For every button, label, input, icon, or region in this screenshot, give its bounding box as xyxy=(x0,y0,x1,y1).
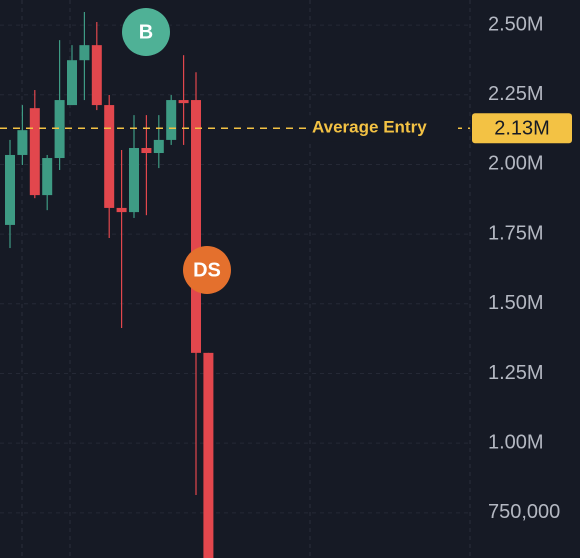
candle-body xyxy=(129,148,139,213)
y-tick-label: 750,000 xyxy=(488,501,560,523)
y-tick-label: 2.00M xyxy=(488,153,544,175)
candle-body xyxy=(203,352,214,558)
candle-body xyxy=(54,100,65,159)
candle-body xyxy=(104,105,115,208)
candle-body xyxy=(178,100,189,104)
annotations: B DS xyxy=(122,8,231,294)
candle-body xyxy=(42,158,53,196)
y-tick-label: 1.00M xyxy=(488,431,544,453)
y-tick-label: 1.25M xyxy=(488,362,544,384)
y-tick-label: 2.25M xyxy=(488,83,544,105)
value-box xyxy=(472,113,572,144)
candle-body xyxy=(5,154,15,225)
reference: Average Entry 2.13M xyxy=(0,113,572,144)
annotation-text: DS xyxy=(193,259,221,281)
reference-label: Average Entry xyxy=(312,118,427,137)
y-tick-label: 2.50M xyxy=(488,13,544,35)
grid xyxy=(0,24,472,514)
candle-body xyxy=(67,60,77,106)
y-tick-label: 1.50M xyxy=(488,292,544,314)
annotation-badge xyxy=(183,246,231,294)
reference-value: 2.13M xyxy=(494,117,550,139)
candle-body xyxy=(141,148,152,154)
y-axis: 750,000 1.00M 1.25M 1.50M 1.75M 2.00M 2.25M 2.5… xyxy=(488,13,560,523)
candle-body xyxy=(29,108,40,196)
candle-body xyxy=(79,45,90,61)
candle-body xyxy=(191,100,201,353)
candles xyxy=(5,11,214,558)
label-bg xyxy=(306,115,458,142)
annotation-text: B xyxy=(139,21,153,43)
vertical-grid xyxy=(21,0,471,558)
candle-body xyxy=(153,139,164,154)
y-tick-label: 1.75M xyxy=(488,222,544,244)
candle-body xyxy=(91,45,102,106)
annotation-badge xyxy=(122,8,170,56)
candle-body xyxy=(17,130,28,155)
candle-body xyxy=(116,207,127,213)
candle-body xyxy=(166,100,177,140)
